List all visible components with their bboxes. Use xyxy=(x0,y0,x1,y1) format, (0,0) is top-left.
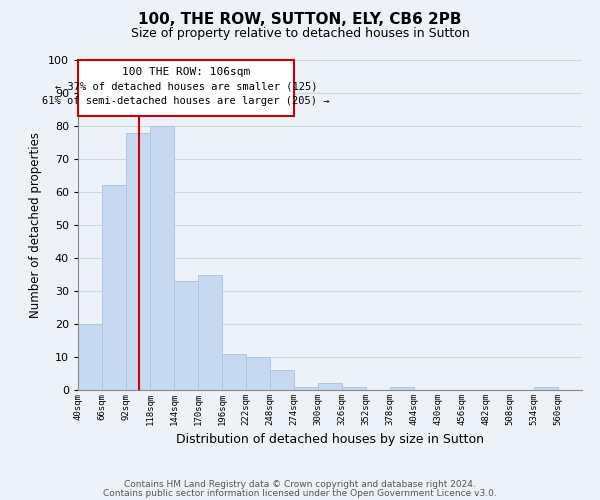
Bar xyxy=(150,126,174,390)
Bar xyxy=(318,384,342,390)
Bar xyxy=(174,281,198,390)
Text: ← 37% of detached houses are smaller (125): ← 37% of detached houses are smaller (12… xyxy=(55,82,317,92)
Bar xyxy=(222,354,246,390)
Text: Contains public sector information licensed under the Open Government Licence v3: Contains public sector information licen… xyxy=(103,488,497,498)
Bar xyxy=(294,386,318,390)
Bar xyxy=(390,386,414,390)
Bar xyxy=(78,324,102,390)
Text: Size of property relative to detached houses in Sutton: Size of property relative to detached ho… xyxy=(131,28,469,40)
Text: 100, THE ROW, SUTTON, ELY, CB6 2PB: 100, THE ROW, SUTTON, ELY, CB6 2PB xyxy=(138,12,462,28)
Bar xyxy=(102,186,126,390)
Bar xyxy=(534,386,558,390)
Bar xyxy=(342,386,366,390)
Bar xyxy=(246,357,270,390)
Text: 100 THE ROW: 106sqm: 100 THE ROW: 106sqm xyxy=(122,66,250,76)
X-axis label: Distribution of detached houses by size in Sutton: Distribution of detached houses by size … xyxy=(176,434,484,446)
Bar xyxy=(198,274,222,390)
Text: 61% of semi-detached houses are larger (205) →: 61% of semi-detached houses are larger (… xyxy=(42,96,330,106)
Bar xyxy=(270,370,294,390)
FancyBboxPatch shape xyxy=(78,60,294,116)
Bar xyxy=(126,132,150,390)
Y-axis label: Number of detached properties: Number of detached properties xyxy=(29,132,43,318)
Text: Contains HM Land Registry data © Crown copyright and database right 2024.: Contains HM Land Registry data © Crown c… xyxy=(124,480,476,489)
